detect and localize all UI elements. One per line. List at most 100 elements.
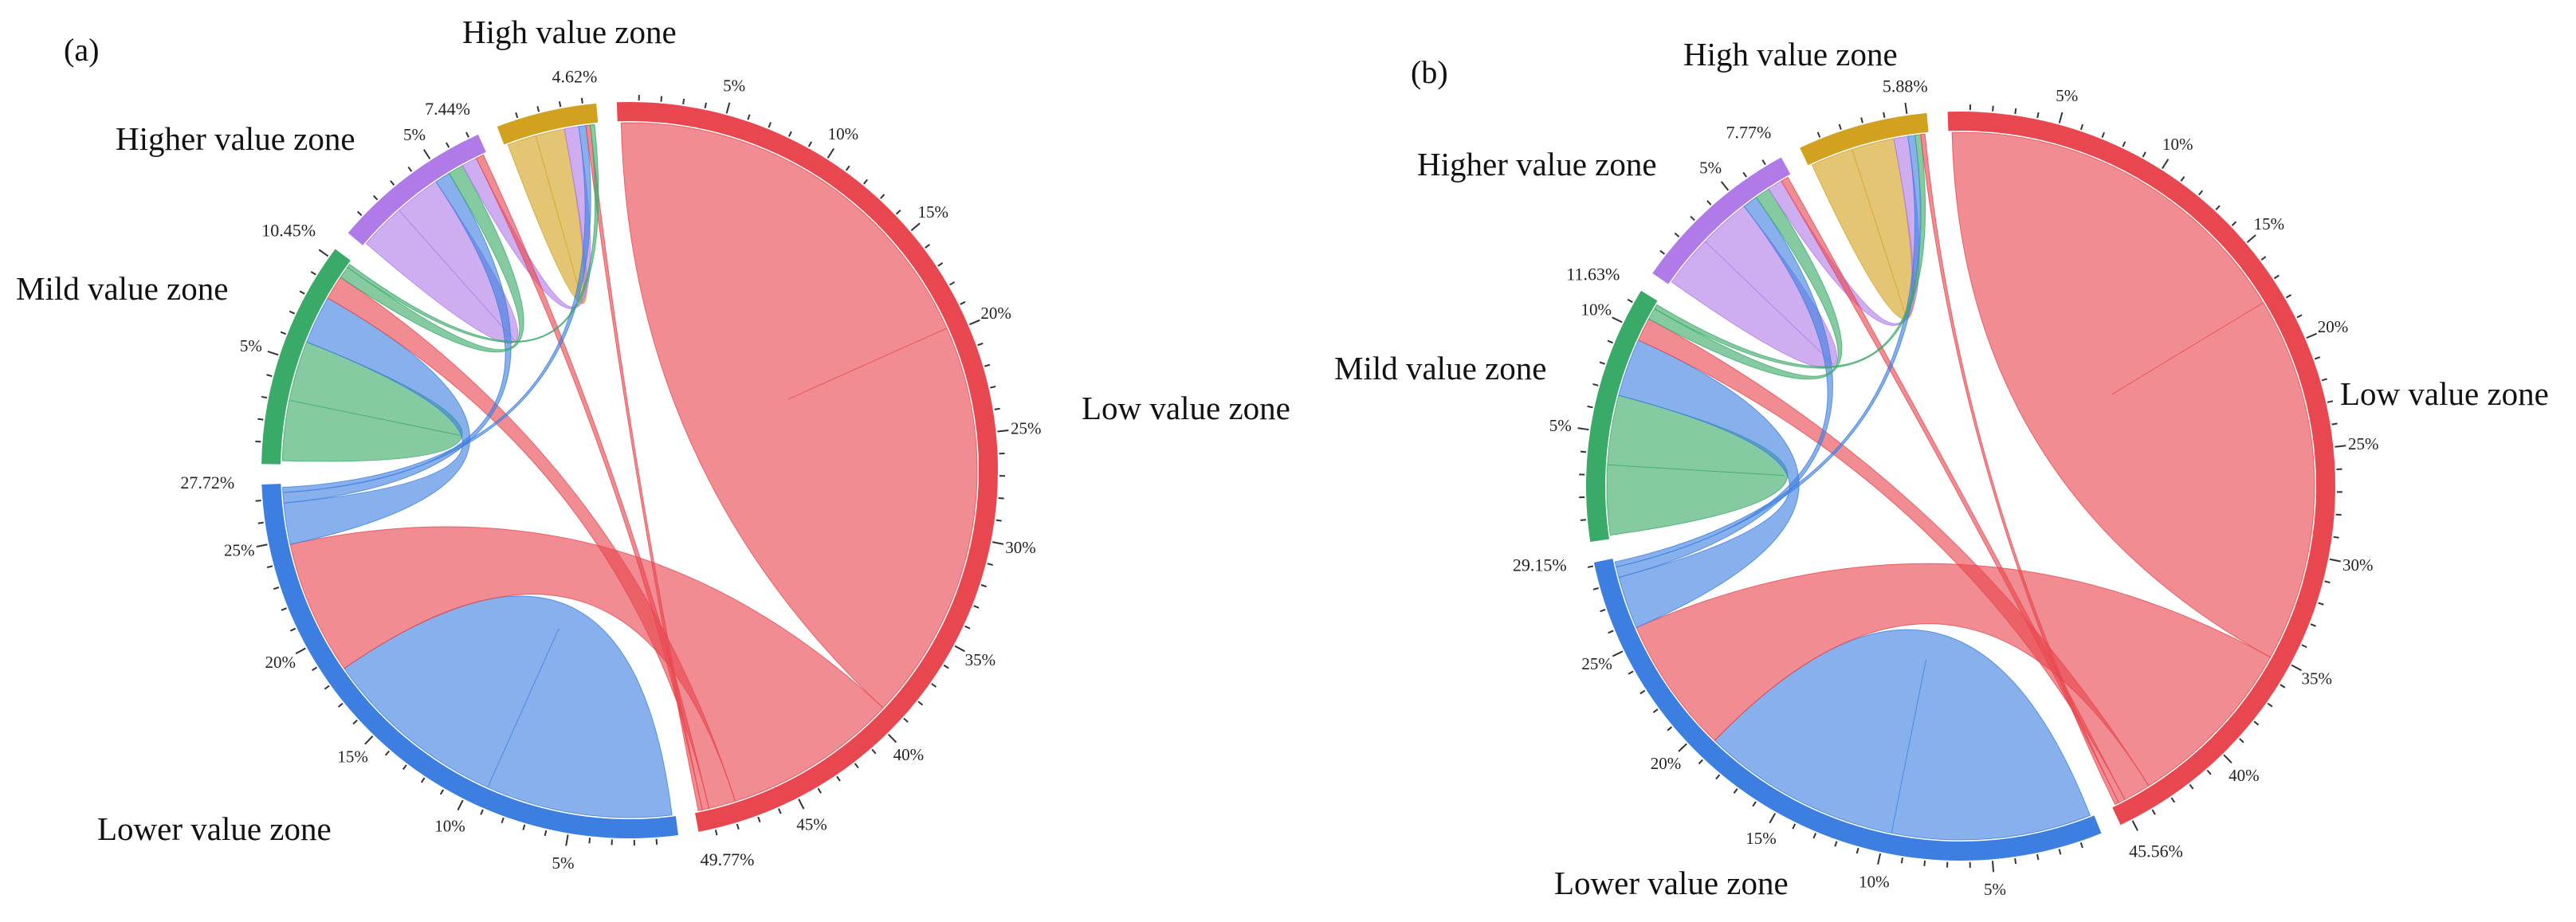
tick-mark bbox=[682, 98, 685, 105]
tick-mark bbox=[660, 96, 663, 102]
tick-mark bbox=[1577, 427, 1589, 431]
ribbon-mild-value-zone-to-high-value-zone bbox=[347, 124, 599, 343]
panel-a: (a) 5% 10% 15% 20% 25% 30% 35% 40% 45% 5% 10% 15% 20… bbox=[16, 14, 1290, 873]
tick-mark bbox=[973, 605, 980, 609]
tick-mark bbox=[373, 194, 379, 201]
arc-higher-value-zone bbox=[1652, 157, 1791, 284]
ribbon-low-value-zone-to-high-value-zone bbox=[1920, 133, 2119, 806]
tick-mark bbox=[2079, 842, 2083, 849]
tick-mark bbox=[1592, 383, 1599, 386]
tick-mark bbox=[854, 763, 859, 769]
panel-b: (b) 5% 10% 15% 20% 25% 30% 35% 40% 5% 10% 15% 20% 25… bbox=[1334, 36, 2549, 901]
tick-mark bbox=[2318, 602, 2324, 606]
tick-mark bbox=[2198, 190, 2204, 196]
tick-mark bbox=[255, 500, 261, 502]
tick-label: 20% bbox=[1651, 754, 1682, 773]
panel-b-ribbons bbox=[1606, 131, 2315, 841]
tick-mark bbox=[273, 587, 280, 590]
tick-mark bbox=[1698, 759, 1703, 765]
tick-mark bbox=[2170, 797, 2176, 803]
tick-mark bbox=[384, 750, 390, 756]
tick-mark bbox=[778, 808, 782, 814]
zone-label-high: High value zone bbox=[462, 14, 677, 50]
ribbon-low-value-zone-to-higher-value-zone bbox=[1781, 176, 2126, 803]
tick-mark bbox=[352, 720, 358, 725]
tick-label: 25% bbox=[1581, 654, 1612, 673]
tick-mark bbox=[1792, 823, 1797, 830]
ribbon-low-value-zone-to-mild-value-zone bbox=[327, 277, 736, 810]
tick-mark bbox=[2314, 356, 2321, 360]
panel-a-ribbons bbox=[281, 122, 978, 818]
tick-mark bbox=[714, 830, 718, 836]
panel-b-label: (b) bbox=[1411, 54, 1448, 90]
tick-mark bbox=[1599, 361, 1605, 365]
tick-mark bbox=[987, 563, 993, 567]
tick-label: 20% bbox=[2318, 317, 2349, 336]
tick-mark bbox=[1715, 774, 1721, 780]
tick-mark bbox=[390, 180, 395, 186]
tick-mark bbox=[2334, 445, 2346, 448]
tick-mark bbox=[931, 683, 937, 688]
tick-mark bbox=[2329, 558, 2341, 563]
tick-mark bbox=[1742, 171, 1747, 178]
share-label-higher-value-zone: 7.44% bbox=[425, 99, 470, 119]
panel-a-ticks: 5% 10% 15% 20% 25% 30% 35% 40% 45% 5% 10% 15% 20% 25%… bbox=[224, 76, 1042, 872]
ribbon-mild-value-zone-to-higher-value-zone bbox=[340, 165, 524, 353]
tick-mark bbox=[267, 351, 279, 356]
tick-mark bbox=[1600, 609, 1606, 613]
tick-mark bbox=[2079, 124, 2084, 131]
tick-mark bbox=[2036, 112, 2040, 119]
ribbon-lower-value-zone-to-mild-value-zone bbox=[283, 297, 470, 545]
tick-mark bbox=[1838, 124, 1842, 130]
tick-mark bbox=[1627, 298, 1633, 304]
tick-mark bbox=[289, 627, 296, 632]
tick-mark bbox=[2301, 644, 2307, 649]
tick-mark bbox=[2296, 314, 2303, 319]
tick-label: 15% bbox=[918, 202, 949, 222]
arc-high-value-zone bbox=[1800, 112, 1929, 166]
tick-label: 15% bbox=[1745, 829, 1777, 848]
share-label-lower-value-zone: 27.72% bbox=[180, 473, 234, 492]
tick-mark bbox=[1860, 117, 1863, 124]
tick-mark bbox=[1612, 316, 1623, 324]
tick-mark bbox=[1923, 860, 1926, 866]
tick-mark bbox=[655, 838, 658, 845]
tick-mark bbox=[2267, 702, 2273, 708]
tick-mark bbox=[980, 584, 988, 588]
tick-mark bbox=[2273, 274, 2280, 280]
ribbon-low-value-zone-to-low-value-zone bbox=[620, 122, 978, 709]
tick-label: 5% bbox=[403, 125, 426, 144]
tick-mark bbox=[312, 666, 318, 672]
ribbon-lower-value-zone-to-lower-value-zone bbox=[344, 595, 673, 818]
tick-mark bbox=[1834, 841, 1838, 847]
tick-mark bbox=[1855, 847, 1859, 854]
tick-mark bbox=[1883, 112, 1886, 118]
tick-mark bbox=[266, 565, 273, 569]
tick-mark bbox=[2260, 256, 2267, 261]
tick-mark bbox=[943, 664, 949, 669]
tick-mark bbox=[1816, 131, 1821, 138]
ribbon-mild-value-zone-to-high-value-zone bbox=[1654, 134, 1926, 369]
tick-mark bbox=[1761, 159, 1766, 166]
tick-mark bbox=[1733, 788, 1738, 794]
tick-mark bbox=[1659, 249, 1666, 255]
tick-mark bbox=[871, 748, 877, 755]
zone-label-lower: Lower value zone bbox=[97, 810, 332, 847]
tick-mark bbox=[423, 149, 431, 160]
tick-label: 15% bbox=[2254, 214, 2285, 233]
tick-mark bbox=[439, 789, 445, 795]
tick-mark bbox=[757, 816, 761, 823]
zone-label-low: Low value zone bbox=[2340, 375, 2549, 412]
tick-mark bbox=[280, 331, 286, 335]
tick-label: 20% bbox=[980, 304, 1011, 323]
tick-mark bbox=[2122, 141, 2126, 147]
share-label-high-value-zone: 5.88% bbox=[1883, 77, 1928, 96]
tick-mark bbox=[964, 625, 971, 630]
tick-mark bbox=[266, 374, 273, 378]
tick-mark bbox=[788, 131, 792, 137]
tick-mark bbox=[580, 97, 583, 104]
tick-mark bbox=[1607, 339, 1613, 344]
tick-mark bbox=[2206, 769, 2212, 775]
tick-mark bbox=[2101, 131, 2106, 138]
